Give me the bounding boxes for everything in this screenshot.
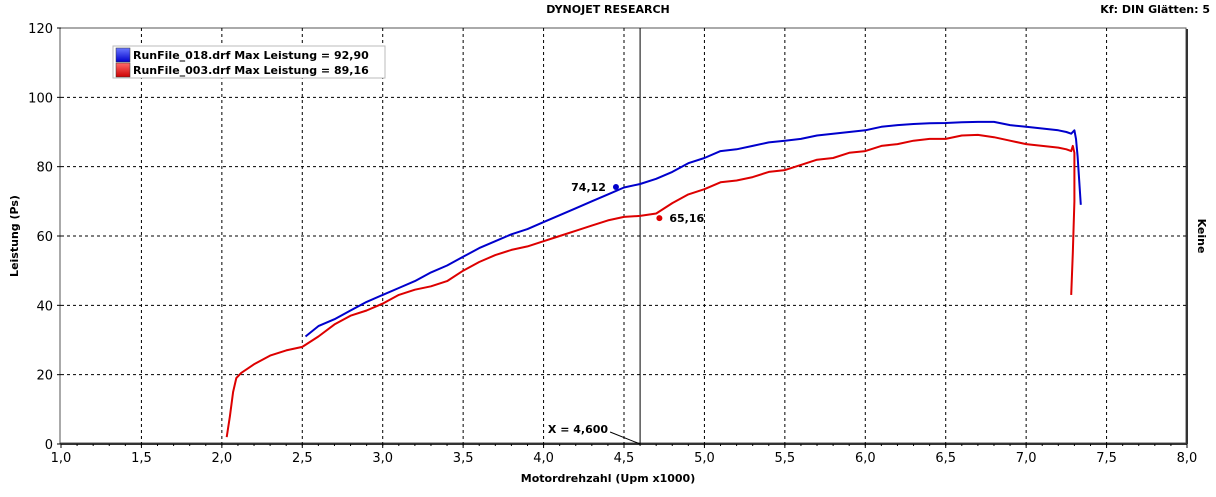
y-tick-label: 0 — [45, 438, 53, 453]
cursor-line: X = 4,600 — [548, 28, 641, 445]
settings-info: Kf: DIN Glätten: 5 — [1100, 3, 1210, 16]
series-marker-label-2: 65,16 — [669, 212, 704, 225]
x-tick-label: 1,5 — [131, 451, 152, 466]
series-line-2 — [225, 133, 1076, 438]
y-tick-label: 40 — [36, 299, 53, 314]
y-axis-label: Leistung (Ps) — [8, 195, 21, 277]
y-tick-label: 120 — [28, 22, 53, 37]
series-marker-1 — [612, 184, 619, 191]
x-tick-label: 2,5 — [292, 451, 313, 466]
legend-entry-1: RunFile_018.drf Max Leistung = 92,90 — [133, 49, 369, 62]
x-tick-label: 1,0 — [51, 451, 72, 466]
cursor-label-leader — [609, 431, 641, 445]
y-tick-label: 60 — [36, 230, 53, 245]
legend-swatch-2 — [115, 62, 131, 78]
legend-box — [112, 45, 386, 79]
chart-title: DYNOJET RESEARCH — [546, 3, 670, 16]
legend-swatch-1 — [115, 47, 131, 63]
y-tick-label: 100 — [28, 91, 53, 106]
x-tick-label: 7,0 — [1016, 451, 1037, 466]
x-axis-label: Motordrehzahl (Upm x1000) — [521, 472, 695, 485]
y-tick-label: 20 — [36, 369, 53, 384]
x-tick-label: 4,5 — [614, 451, 635, 466]
x-tick-label: 5,0 — [694, 451, 715, 466]
axis-labels: Motordrehzahl (Upm x1000) Leistung (Ps) Ke… — [8, 195, 1208, 485]
series-lines: 74,12 65,16 — [225, 120, 1082, 438]
series-marker-2 — [656, 215, 663, 222]
x-tick-label: 3,0 — [372, 451, 393, 466]
x-tick-label: 4,0 — [533, 451, 554, 466]
series-marker-label-1: 74,12 — [571, 181, 606, 194]
legend: RunFile_018.drf Max Leistung = 92,90 RunF… — [112, 45, 386, 79]
x-tick-label: 3,5 — [453, 451, 474, 466]
right-axis-label: Keine — [1195, 219, 1208, 254]
axis-ticks: 1,0 1,5 2,0 2,5 3,0 3,5 4,0 4,5 5,0 5,5 6,0 6,5 7,0 7… — [28, 22, 1197, 466]
x-tick-label: 8,0 — [1177, 451, 1198, 466]
grid-lines — [61, 28, 1187, 444]
x-tick-label: 7,5 — [1096, 451, 1117, 466]
cursor-label: X = 4,600 — [548, 423, 608, 436]
legend-entry-2: RunFile_003.drf Max Leistung = 89,16 — [133, 64, 369, 77]
x-tick-label: 2,0 — [212, 451, 233, 466]
x-tick-label: 6,0 — [855, 451, 876, 466]
x-tick-label: 5,5 — [775, 451, 796, 466]
x-tick-label: 6,5 — [935, 451, 956, 466]
series-line-1 — [304, 120, 1082, 338]
y-tick-label: 80 — [36, 161, 53, 176]
